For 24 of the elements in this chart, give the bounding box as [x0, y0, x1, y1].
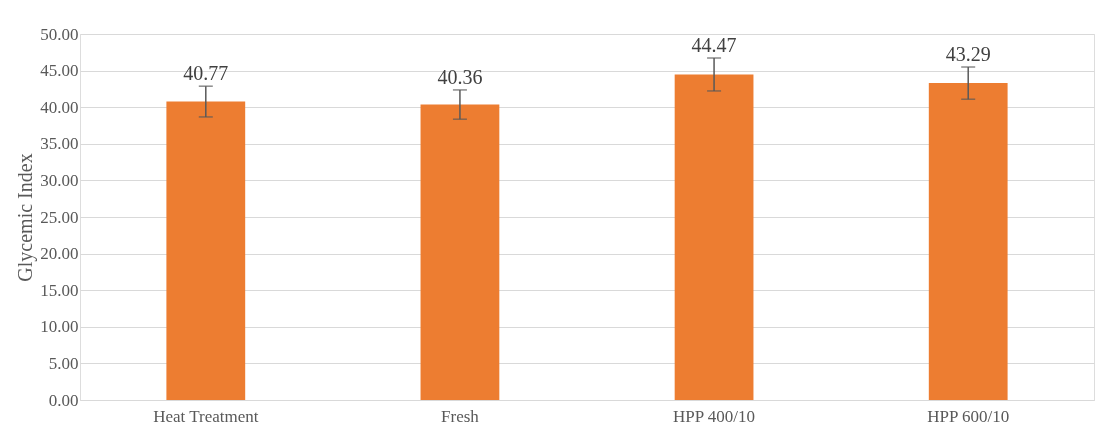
y-tick-label: 30.00 [40, 170, 79, 190]
bar [166, 101, 246, 400]
y-tick-label: 35.00 [40, 134, 79, 154]
x-tick-label: Heat Treatment [153, 406, 259, 426]
y-tick-label: 45.00 [40, 61, 79, 81]
bar [420, 104, 500, 400]
data-label: 40.77 [183, 62, 229, 85]
y-tick-label: 40.00 [40, 97, 79, 117]
y-tick-label: 10.00 [40, 317, 79, 337]
y-tick-label: 20.00 [40, 244, 79, 264]
y-tick-label: 0.00 [48, 390, 79, 410]
y-tick-label: 15.00 [40, 280, 79, 300]
x-tick-label: HPP 600/10 [927, 406, 1010, 426]
data-label: 40.36 [437, 65, 483, 88]
x-tick-label: HPP 400/10 [673, 406, 756, 426]
y-tick-label: 25.00 [40, 207, 79, 227]
x-tick-label: Fresh [441, 406, 480, 426]
bar [674, 74, 754, 400]
data-label: 43.29 [945, 43, 991, 66]
y-tick-label: 50.00 [40, 24, 79, 44]
y-tick-label: 5.00 [48, 353, 79, 373]
data-label: 44.47 [691, 34, 737, 57]
bar [928, 83, 1008, 400]
y-axis-title: Glycemic Index [14, 153, 38, 282]
